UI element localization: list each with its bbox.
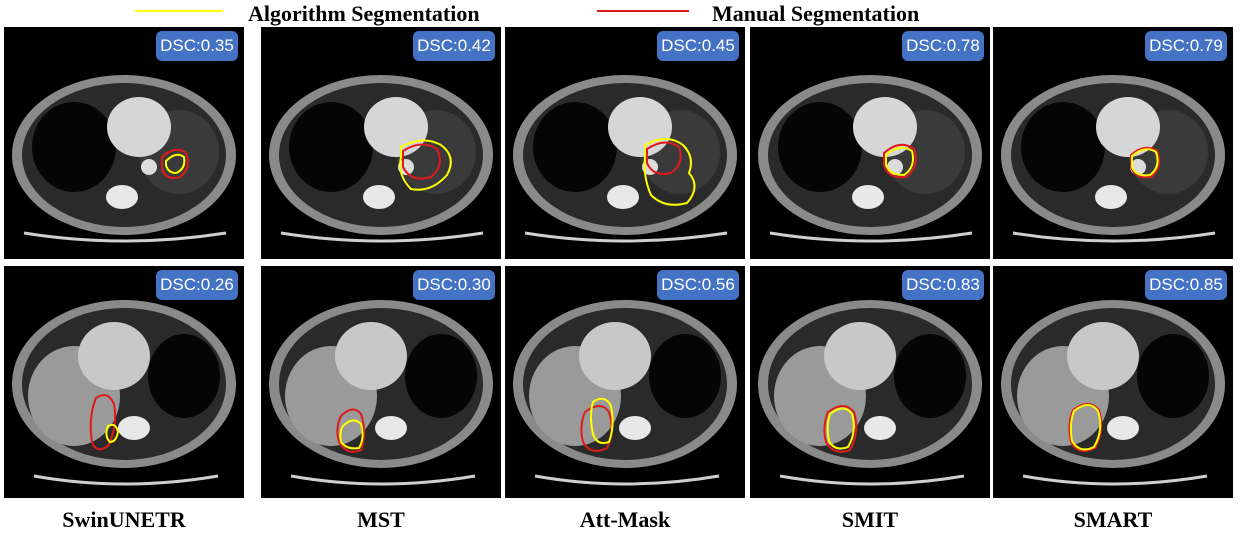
results-grid: DSC:0.35 DSC:0.42 DS bbox=[0, 27, 1246, 502]
ct-scan-image bbox=[513, 75, 737, 243]
ct-panel-row2-smart: DSC:0.85 bbox=[993, 266, 1233, 498]
method-label-swinunetr: SwinUNETR bbox=[62, 507, 186, 532]
manual-legend-line bbox=[597, 10, 689, 12]
ct-scan-image bbox=[1001, 300, 1225, 486]
dsc-badge: DSC:0.26 bbox=[156, 270, 238, 300]
algorithm-legend-line bbox=[135, 10, 223, 12]
ct-panel-row2-att-mask: DSC:0.56 bbox=[505, 266, 745, 498]
dsc-badge: DSC:0.35 bbox=[156, 31, 238, 61]
ct-scan-image bbox=[1001, 75, 1225, 243]
ct-scan-image bbox=[269, 75, 493, 243]
dsc-badge: DSC:0.85 bbox=[1145, 270, 1227, 300]
ct-panel-row2-mst: DSC:0.30 bbox=[261, 266, 501, 498]
ct-scan-image bbox=[12, 75, 236, 243]
method-labels: SwinUNETR MST Att-Mask SMIT SMART bbox=[0, 505, 1246, 534]
method-label-smart: SMART bbox=[1073, 507, 1153, 532]
ct-scan-image bbox=[513, 300, 737, 486]
ct-panel-row1-mst: DSC:0.42 bbox=[261, 27, 501, 259]
ct-scan-image bbox=[12, 300, 236, 486]
method-label-att-mask: Att-Mask bbox=[579, 507, 671, 532]
ct-panel-row1-smit: DSC:0.78 bbox=[750, 27, 990, 259]
ct-panel-row1-smart: DSC:0.79 bbox=[993, 27, 1233, 259]
legend: Algorithm Segmentation Manual Segmentati… bbox=[0, 0, 1246, 26]
ct-scan-image bbox=[758, 300, 982, 486]
method-label-mst: MST bbox=[357, 507, 405, 532]
ct-scan-image bbox=[758, 75, 982, 243]
ct-panel-row2-smit: DSC:0.83 bbox=[750, 266, 990, 498]
ct-panel-row1-swinunetr: DSC:0.35 bbox=[4, 27, 244, 259]
dsc-badge: DSC:0.79 bbox=[1145, 31, 1227, 61]
ct-scan-image bbox=[269, 300, 493, 486]
dsc-badge: DSC:0.45 bbox=[657, 31, 739, 61]
ct-panel-row2-swinunetr: DSC:0.26 bbox=[4, 266, 244, 498]
dsc-badge: DSC:0.78 bbox=[902, 31, 984, 61]
algorithm-legend-label: Algorithm Segmentation bbox=[248, 1, 480, 26]
ct-panel-row1-att-mask: DSC:0.45 bbox=[505, 27, 745, 259]
method-label-smit: SMIT bbox=[841, 507, 899, 532]
dsc-badge: DSC:0.83 bbox=[902, 270, 984, 300]
dsc-badge: DSC:0.30 bbox=[413, 270, 495, 300]
dsc-badge: DSC:0.56 bbox=[657, 270, 739, 300]
dsc-badge: DSC:0.42 bbox=[413, 31, 495, 61]
manual-legend-label: Manual Segmentation bbox=[712, 1, 920, 26]
